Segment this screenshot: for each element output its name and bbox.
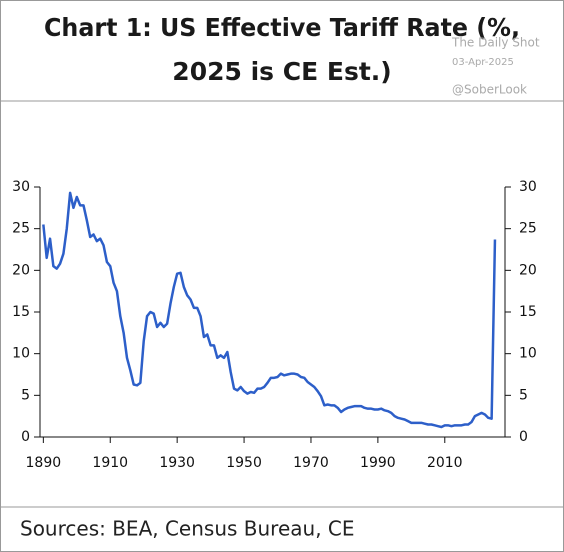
y-tick-label: 5 bbox=[21, 387, 30, 403]
y2-tick-label: 0 bbox=[519, 429, 528, 445]
y2-tick-label: 30 bbox=[519, 179, 537, 195]
x-tick-label: 1890 bbox=[26, 455, 62, 471]
y-tick-label: 30 bbox=[12, 179, 30, 195]
watermark: 03-Apr-2025 bbox=[452, 57, 514, 68]
line-series bbox=[42, 191, 497, 429]
chart-title: Chart 1: US Effective Tariff Rate (%, bbox=[44, 13, 520, 42]
y2-tick-label: 15 bbox=[519, 304, 537, 320]
y2-tick-label: 10 bbox=[519, 346, 537, 362]
y-tick-label: 25 bbox=[12, 221, 30, 237]
x-tick-label: 1910 bbox=[92, 455, 128, 471]
y-tick-label: 10 bbox=[12, 346, 30, 362]
x-tick-label: 2010 bbox=[427, 455, 463, 471]
y2-tick-label: 20 bbox=[519, 262, 537, 278]
chart-title: 2025 is CE Est.) bbox=[172, 57, 391, 86]
y-tick-label: 15 bbox=[12, 304, 30, 320]
x-tick-label: 1970 bbox=[293, 455, 329, 471]
y2-tick-label: 25 bbox=[519, 221, 537, 237]
x-tick-label: 1990 bbox=[360, 455, 396, 471]
y-tick-label: 20 bbox=[12, 262, 30, 278]
x-tick-label: 1930 bbox=[159, 455, 195, 471]
x-tick-label: 1950 bbox=[226, 455, 262, 471]
watermark: @SoberLook bbox=[452, 83, 527, 97]
source: Sources: BEA, Census Bureau, CE bbox=[20, 517, 355, 541]
watermark: The Daily Shot bbox=[451, 36, 540, 50]
y2-tick-label: 5 bbox=[519, 387, 528, 403]
y-tick-label: 0 bbox=[21, 429, 30, 445]
